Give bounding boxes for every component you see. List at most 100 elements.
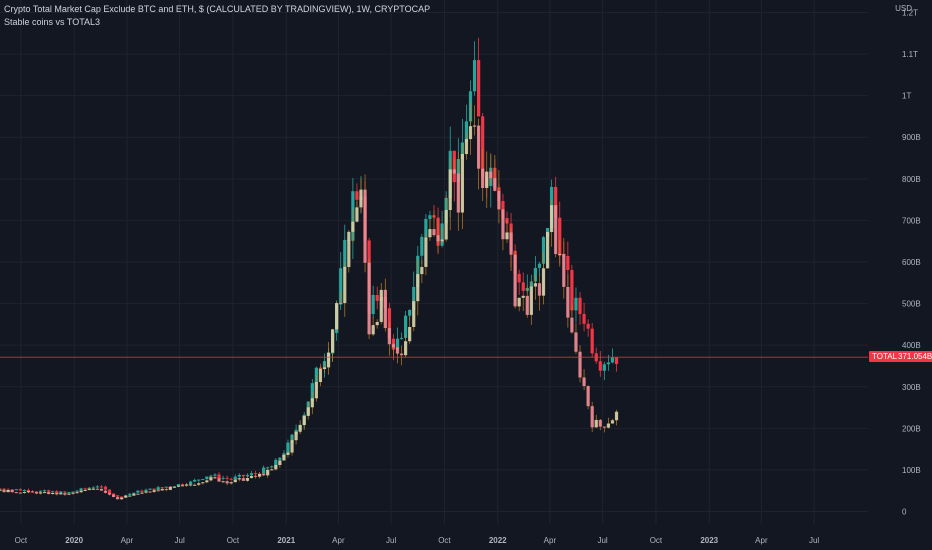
candle-body xyxy=(120,496,124,498)
overlay-candle-body xyxy=(550,205,554,233)
x-tick-label: 2022 xyxy=(489,536,507,545)
overlay-candle-body xyxy=(347,231,351,268)
x-tick-label: Apr xyxy=(332,536,345,545)
overlay-candle-body xyxy=(339,303,343,305)
overlay-candle-body xyxy=(241,478,245,481)
overlay-candle-body xyxy=(383,289,387,329)
overlay-candle-body xyxy=(140,492,144,494)
candle-body xyxy=(554,186,558,218)
overlay-candle-body xyxy=(436,235,440,242)
candle-body xyxy=(602,364,606,371)
overlay-candle-body xyxy=(375,321,379,326)
candle-body xyxy=(598,361,602,371)
overlay-candle-body xyxy=(391,344,396,348)
overlay-candle-body xyxy=(10,490,14,493)
candle-body xyxy=(67,492,71,494)
candle-body xyxy=(180,484,185,486)
candle-body xyxy=(111,493,116,496)
overlay-candle-body xyxy=(253,475,258,477)
candle-body xyxy=(590,328,594,354)
overlay-candle-body xyxy=(120,497,124,500)
candle-body xyxy=(253,473,258,475)
overlay-candle-body xyxy=(578,351,582,378)
x-tick-label: 2023 xyxy=(700,536,718,545)
overlay-candle-body xyxy=(168,486,172,490)
candle-body xyxy=(197,479,201,481)
candle-body xyxy=(582,313,586,324)
candle-body xyxy=(43,490,47,492)
indicator-label: Stable coins vs TOTAL3 xyxy=(4,17,101,27)
overlay-candle-body xyxy=(456,173,460,213)
x-tick-label: Oct xyxy=(438,536,451,545)
overlay-candle-body xyxy=(75,492,79,494)
candle-body xyxy=(213,474,217,476)
overlay-candle-body xyxy=(566,286,570,318)
y-tick-label: 800B xyxy=(902,175,921,184)
candle-body xyxy=(55,491,59,494)
candle-body xyxy=(574,297,578,311)
symbol-price-tag: TOTAL3 xyxy=(869,351,905,363)
overlay-candle-body xyxy=(189,484,193,486)
candle-body xyxy=(339,268,343,305)
overlay-candle-body xyxy=(217,478,221,482)
x-tick-label: 2020 xyxy=(65,536,83,545)
y-tick-label: 700B xyxy=(902,216,921,225)
y-tick-label: 500B xyxy=(902,300,921,309)
x-tick-label: Oct xyxy=(15,536,28,545)
overlay-candle-body xyxy=(71,492,75,494)
candle-body xyxy=(156,487,160,490)
overlay-candle-body xyxy=(448,169,452,211)
overlay-candle-body xyxy=(22,491,26,493)
overlay-candle-body xyxy=(201,482,205,484)
overlay-candle-body xyxy=(47,492,51,495)
overlay-candle-body xyxy=(598,419,602,427)
overlay-candle-body xyxy=(282,454,286,461)
candle-body xyxy=(148,488,152,490)
overlay-candle-body xyxy=(26,491,30,493)
candle-body xyxy=(107,489,112,494)
overlay-candle-body xyxy=(330,329,335,353)
x-tick-label: Jul xyxy=(597,536,607,545)
overlay-candle-body xyxy=(43,492,47,494)
overlay-candle-body xyxy=(501,209,505,240)
candle-body xyxy=(464,121,469,143)
overlay-candle-body xyxy=(136,493,140,495)
overlay-candle-body xyxy=(306,407,310,416)
overlay-candle-body xyxy=(176,485,181,487)
candle-body xyxy=(26,489,30,492)
overlay-candle-body xyxy=(0,489,2,491)
overlay-candle-body xyxy=(233,479,237,483)
candle-body xyxy=(164,486,168,488)
candle-body xyxy=(225,477,229,479)
y-tick-label: 400B xyxy=(902,341,921,350)
overlay-candle-body xyxy=(124,496,128,498)
overlay-candle-body xyxy=(537,283,542,296)
overlay-candle-body xyxy=(34,492,39,494)
overlay-candle-body xyxy=(472,125,477,127)
overlay-candle-body xyxy=(152,490,156,492)
candle-body xyxy=(521,282,525,291)
overlay-candle-body xyxy=(481,168,485,189)
overlay-candle-body xyxy=(148,491,152,493)
overlay-candle-body xyxy=(452,169,456,174)
y-tick-label: 300B xyxy=(902,383,921,392)
overlay-candle-body xyxy=(545,232,550,269)
candle-body xyxy=(371,294,375,315)
candle-body xyxy=(558,217,562,256)
candle-body xyxy=(420,236,424,256)
overlay-candle-body xyxy=(205,480,209,483)
candle-body xyxy=(22,489,26,491)
candle-body xyxy=(83,488,87,490)
x-tick-label: Jul xyxy=(809,536,819,545)
overlay-candle-body xyxy=(582,377,586,387)
overlay-candle-body xyxy=(286,452,290,455)
x-tick-label: Jul xyxy=(386,536,396,545)
candle-body xyxy=(578,297,582,314)
overlay-candle-body xyxy=(574,332,578,352)
candle-body xyxy=(286,442,290,454)
y-tick-label: 1.1T xyxy=(902,50,918,59)
overlay-candle-body xyxy=(428,229,432,238)
overlay-candle-body xyxy=(424,237,428,267)
